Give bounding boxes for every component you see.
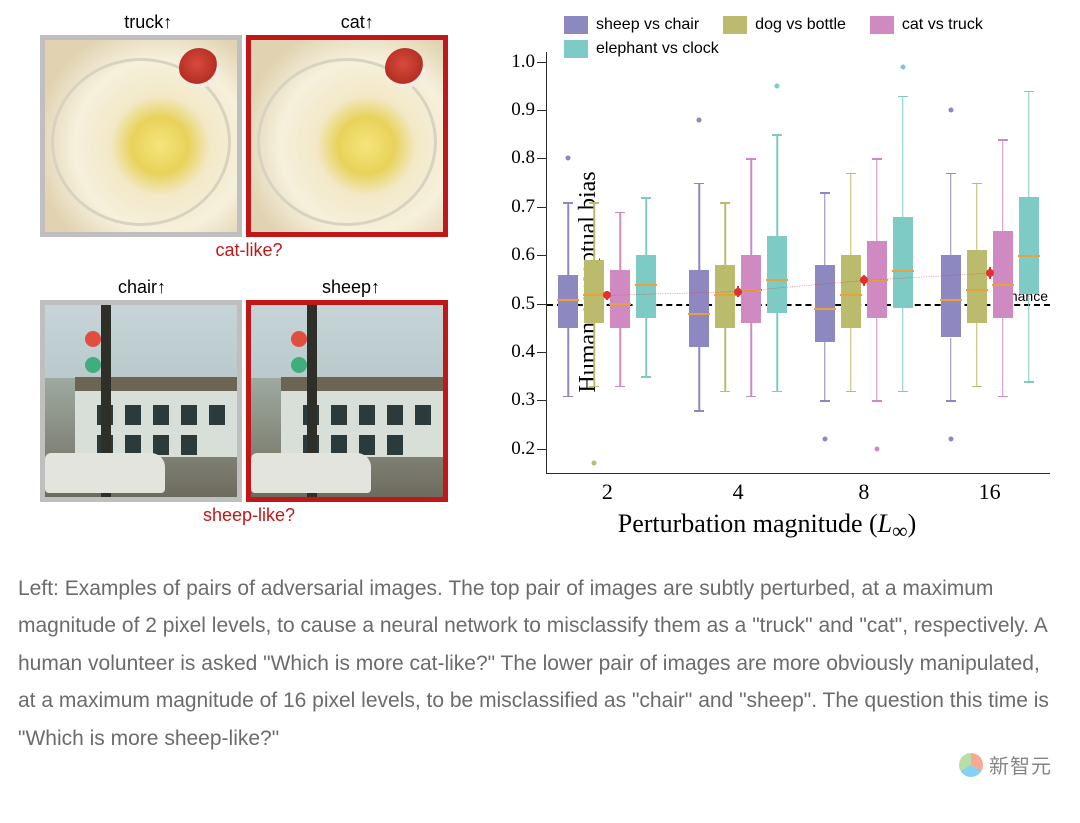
x-tick-label: 8: [858, 479, 869, 505]
label-truck: truck↑: [124, 12, 172, 33]
y-tick-label: 0.8: [495, 147, 535, 169]
watermark: 新智元: [959, 750, 1052, 779]
label-sheep: sheep↑: [322, 277, 380, 298]
y-tick: [537, 110, 547, 111]
y-tick-label: 0.4: [495, 341, 535, 363]
y-tick: [537, 158, 547, 159]
legend-swatch: [564, 16, 588, 34]
legend-item: sheep vs chair: [564, 16, 699, 34]
x-tick-label: 16: [979, 479, 1001, 505]
question-catlike: cat-like?: [40, 240, 458, 261]
image-pair-bottom: epsilon = 16 / 255 chair↑ sheep↑ sheep-l…: [18, 277, 458, 526]
y-tick-label: 0.2: [495, 438, 535, 460]
trend-line: [547, 52, 1050, 473]
xlabel-inf: ∞: [892, 519, 907, 543]
x-tick-label: 4: [733, 479, 744, 505]
plot-area: 0.20.30.40.50.60.70.80.91.0chance24816: [546, 52, 1050, 474]
image-pair-top: epsilon = 2 / 255 truck↑ cat↑ cat-like?: [18, 12, 458, 261]
legend-item: cat vs truck: [870, 16, 983, 34]
xlabel-prefix: Perturbation magnitude (: [618, 509, 878, 538]
xlabel-suffix: ): [908, 509, 917, 538]
y-tick: [537, 207, 547, 208]
watermark-text: 新智元: [989, 750, 1052, 779]
label-cat: cat↑: [341, 12, 374, 33]
figure-row: epsilon = 2 / 255 truck↑ cat↑ cat-like? …: [18, 12, 1062, 552]
pair-top-labels: truck↑ cat↑: [40, 12, 458, 33]
boxplot-chart: sheep vs chairdog vs bottlecat vs trucke…: [472, 12, 1062, 552]
label-chair: chair↑: [118, 277, 166, 298]
legend-label: sheep vs chair: [596, 16, 699, 34]
legend-swatch: [870, 16, 894, 34]
legend-item: dog vs bottle: [723, 16, 846, 34]
y-tick: [537, 449, 547, 450]
legend-label: cat vs truck: [902, 16, 983, 34]
figure-caption: Left: Examples of pairs of adversarial i…: [18, 570, 1053, 757]
y-tick-label: 0.6: [495, 244, 535, 266]
x-tick-label: 2: [602, 479, 613, 505]
question-sheeplike: sheep-like?: [40, 505, 458, 526]
y-tick: [537, 62, 547, 63]
legend-label: dog vs bottle: [755, 16, 846, 34]
y-tick-label: 1.0: [495, 51, 535, 73]
pair-images-bottom: [40, 300, 458, 502]
y-tick-label: 0.7: [495, 196, 535, 218]
y-tick: [537, 255, 547, 256]
adv-image-cat: [246, 35, 448, 237]
y-tick-label: 0.5: [495, 293, 535, 315]
adv-image-truck: [40, 35, 242, 237]
y-tick: [537, 400, 547, 401]
adversarial-image-panel: epsilon = 2 / 255 truck↑ cat↑ cat-like? …: [18, 12, 458, 552]
adv-image-chair: [40, 300, 242, 502]
y-tick: [537, 352, 547, 353]
pair-images-top: [40, 35, 458, 237]
y-tick-label: 0.9: [495, 99, 535, 121]
legend-swatch: [723, 16, 747, 34]
y-tick: [537, 304, 547, 305]
pair-bottom-labels: chair↑ sheep↑: [40, 277, 458, 298]
watermark-logo-icon: [959, 753, 983, 777]
x-axis-label: Perturbation magnitude (L∞): [618, 509, 917, 544]
y-tick-label: 0.3: [495, 389, 535, 411]
xlabel-L: L: [878, 509, 892, 538]
adv-image-sheep: [246, 300, 448, 502]
